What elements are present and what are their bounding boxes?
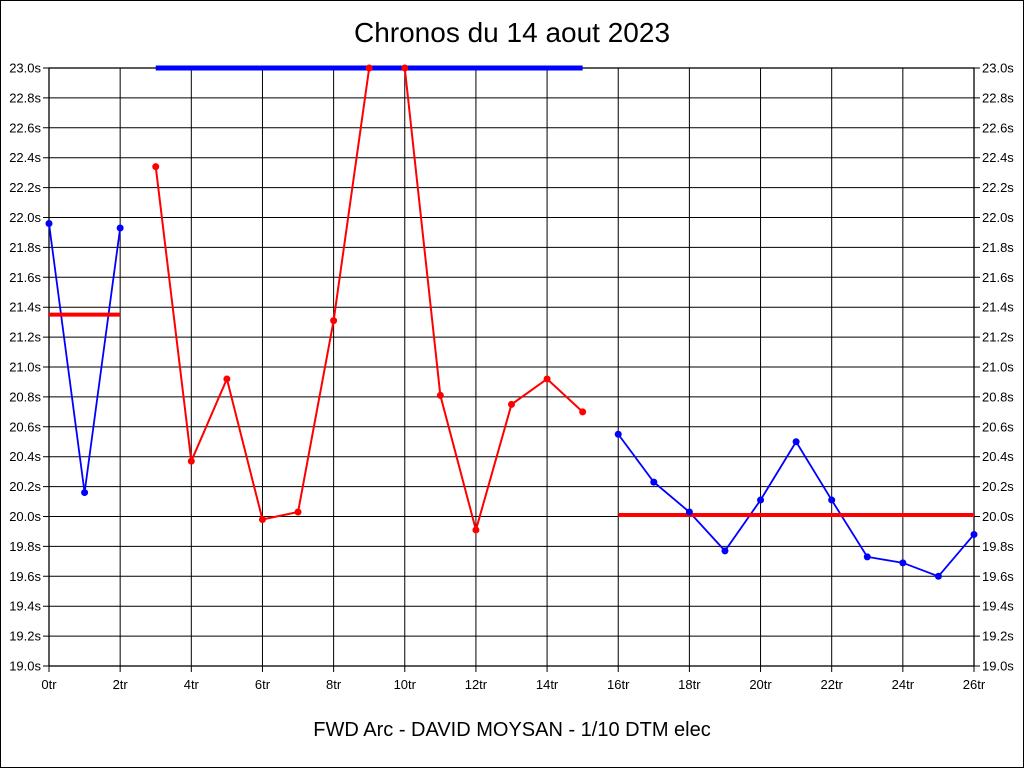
x-tick-label: 24tr — [892, 677, 915, 692]
chart-caption: FWD Arc - DAVID MOYSAN - 1/10 DTM elec — [313, 719, 711, 741]
y-tick-label-left: 21.8s — [9, 240, 41, 255]
y-tick-label-left: 21.6s — [9, 270, 41, 285]
data-point-stint-3-blue — [899, 559, 907, 567]
data-point-stint-2-red — [436, 391, 444, 399]
x-tick-label: 6tr — [255, 677, 271, 692]
data-point-stint-2-red — [401, 64, 409, 72]
y-tick-label-left: 22.8s — [9, 90, 41, 105]
y-tick-label-right: 20.0s — [982, 509, 1014, 524]
y-tick-label-right: 23.0s — [982, 61, 1014, 76]
x-tick-label: 14tr — [536, 677, 559, 692]
y-tick-label-left: 19.6s — [9, 569, 41, 584]
y-tick-label-left: 23.0s — [9, 61, 41, 76]
y-tick-label-right: 20.2s — [982, 479, 1014, 494]
y-tick-label-left: 20.4s — [9, 449, 41, 464]
data-point-stint-3-blue — [934, 572, 942, 580]
y-tick-label-right: 20.6s — [982, 419, 1014, 434]
data-point-stint-2-red — [187, 457, 195, 465]
y-tick-label-left: 22.2s — [9, 180, 41, 195]
x-tick-label: 8tr — [326, 677, 342, 692]
x-tick-label: 18tr — [678, 677, 701, 692]
y-tick-label-left: 19.0s — [9, 659, 41, 674]
data-point-stint-1-blue — [116, 224, 124, 232]
y-tick-label-left: 21.0s — [9, 360, 41, 375]
y-tick-label-left: 21.2s — [9, 330, 41, 345]
data-point-stint-3-blue — [650, 478, 658, 486]
y-tick-label-right: 21.4s — [982, 300, 1014, 315]
x-tick-label: 4tr — [184, 677, 200, 692]
y-tick-label-left: 20.8s — [9, 389, 41, 404]
data-point-stint-3-blue — [721, 547, 729, 555]
data-point-stint-2-red — [472, 526, 480, 534]
x-tick-label: 10tr — [394, 677, 417, 692]
y-tick-label-left: 20.6s — [9, 419, 41, 434]
y-tick-label-right: 19.6s — [982, 569, 1014, 584]
data-point-stint-2-red — [508, 400, 515, 408]
series-line-stint-2-red — [154, 67, 584, 534]
series-line-stint-1-blue — [48, 223, 122, 493]
y-tick-label-right: 19.0s — [982, 659, 1014, 674]
x-tick-label: 12tr — [465, 677, 488, 692]
y-tick-label-left: 21.4s — [9, 300, 41, 315]
x-tick-label: 0tr — [41, 677, 57, 692]
y-tick-label-right: 19.8s — [982, 539, 1014, 554]
data-point-stint-3-blue — [614, 430, 622, 438]
y-tick-label-left: 22.6s — [9, 120, 41, 135]
y-tick-label-left: 20.0s — [9, 509, 41, 524]
data-point-stint-2-red — [330, 317, 338, 325]
data-point-stint-2-red — [258, 515, 266, 523]
x-tick-label: 26tr — [963, 677, 986, 692]
y-tick-label-right: 21.0s — [982, 360, 1014, 375]
y-tick-label-right: 20.8s — [982, 389, 1014, 404]
y-tick-label-left: 19.8s — [9, 539, 41, 554]
x-tick-label: 20tr — [749, 677, 772, 692]
data-point-stint-2-red — [579, 408, 587, 416]
x-tick-label: 22tr — [820, 677, 843, 692]
y-tick-label-right: 19.2s — [982, 629, 1014, 644]
y-tick-label-right: 22.6s — [982, 120, 1014, 135]
y-tick-label-right: 20.4s — [982, 449, 1014, 464]
data-point-stint-3-blue — [970, 530, 978, 538]
y-tick-label-right: 21.2s — [982, 330, 1014, 345]
y-tick-label-right: 22.4s — [982, 150, 1014, 165]
data-point-stint-2-red — [543, 375, 551, 383]
data-point-stint-2-red — [152, 163, 160, 171]
y-tick-label-left: 22.4s — [9, 150, 41, 165]
data-point-stint-3-blue — [757, 496, 765, 504]
data-point-stint-1-blue — [81, 489, 89, 497]
data-point-stint-3-blue — [828, 496, 836, 504]
series-line-stint-3-blue — [617, 433, 975, 578]
x-tick-label: 16tr — [607, 677, 630, 692]
y-tick-label-left: 22.0s — [9, 210, 41, 225]
y-tick-label-right: 22.8s — [982, 90, 1014, 105]
data-point-stint-3-blue — [863, 553, 871, 561]
data-point-stint-2-red — [365, 64, 373, 72]
data-point-stint-3-blue — [685, 508, 693, 516]
x-tick-label: 2tr — [113, 677, 129, 692]
y-tick-label-left: 19.4s — [9, 599, 41, 614]
y-tick-label-right: 21.6s — [982, 270, 1014, 285]
y-tick-label-left: 20.2s — [9, 479, 41, 494]
data-point-stint-2-red — [223, 375, 231, 383]
chart-title: Chronos du 14 aout 2023 — [353, 17, 671, 48]
y-tick-label-right: 22.2s — [982, 180, 1014, 195]
data-point-stint-2-red — [294, 508, 302, 516]
y-tick-label-right: 22.0s — [982, 210, 1014, 225]
y-tick-label-left: 19.2s — [9, 629, 41, 644]
data-point-stint-1-blue — [45, 219, 53, 227]
data-point-stint-3-blue — [792, 438, 800, 446]
y-tick-label-right: 19.4s — [982, 599, 1014, 614]
y-tick-label-right: 21.8s — [982, 240, 1014, 255]
